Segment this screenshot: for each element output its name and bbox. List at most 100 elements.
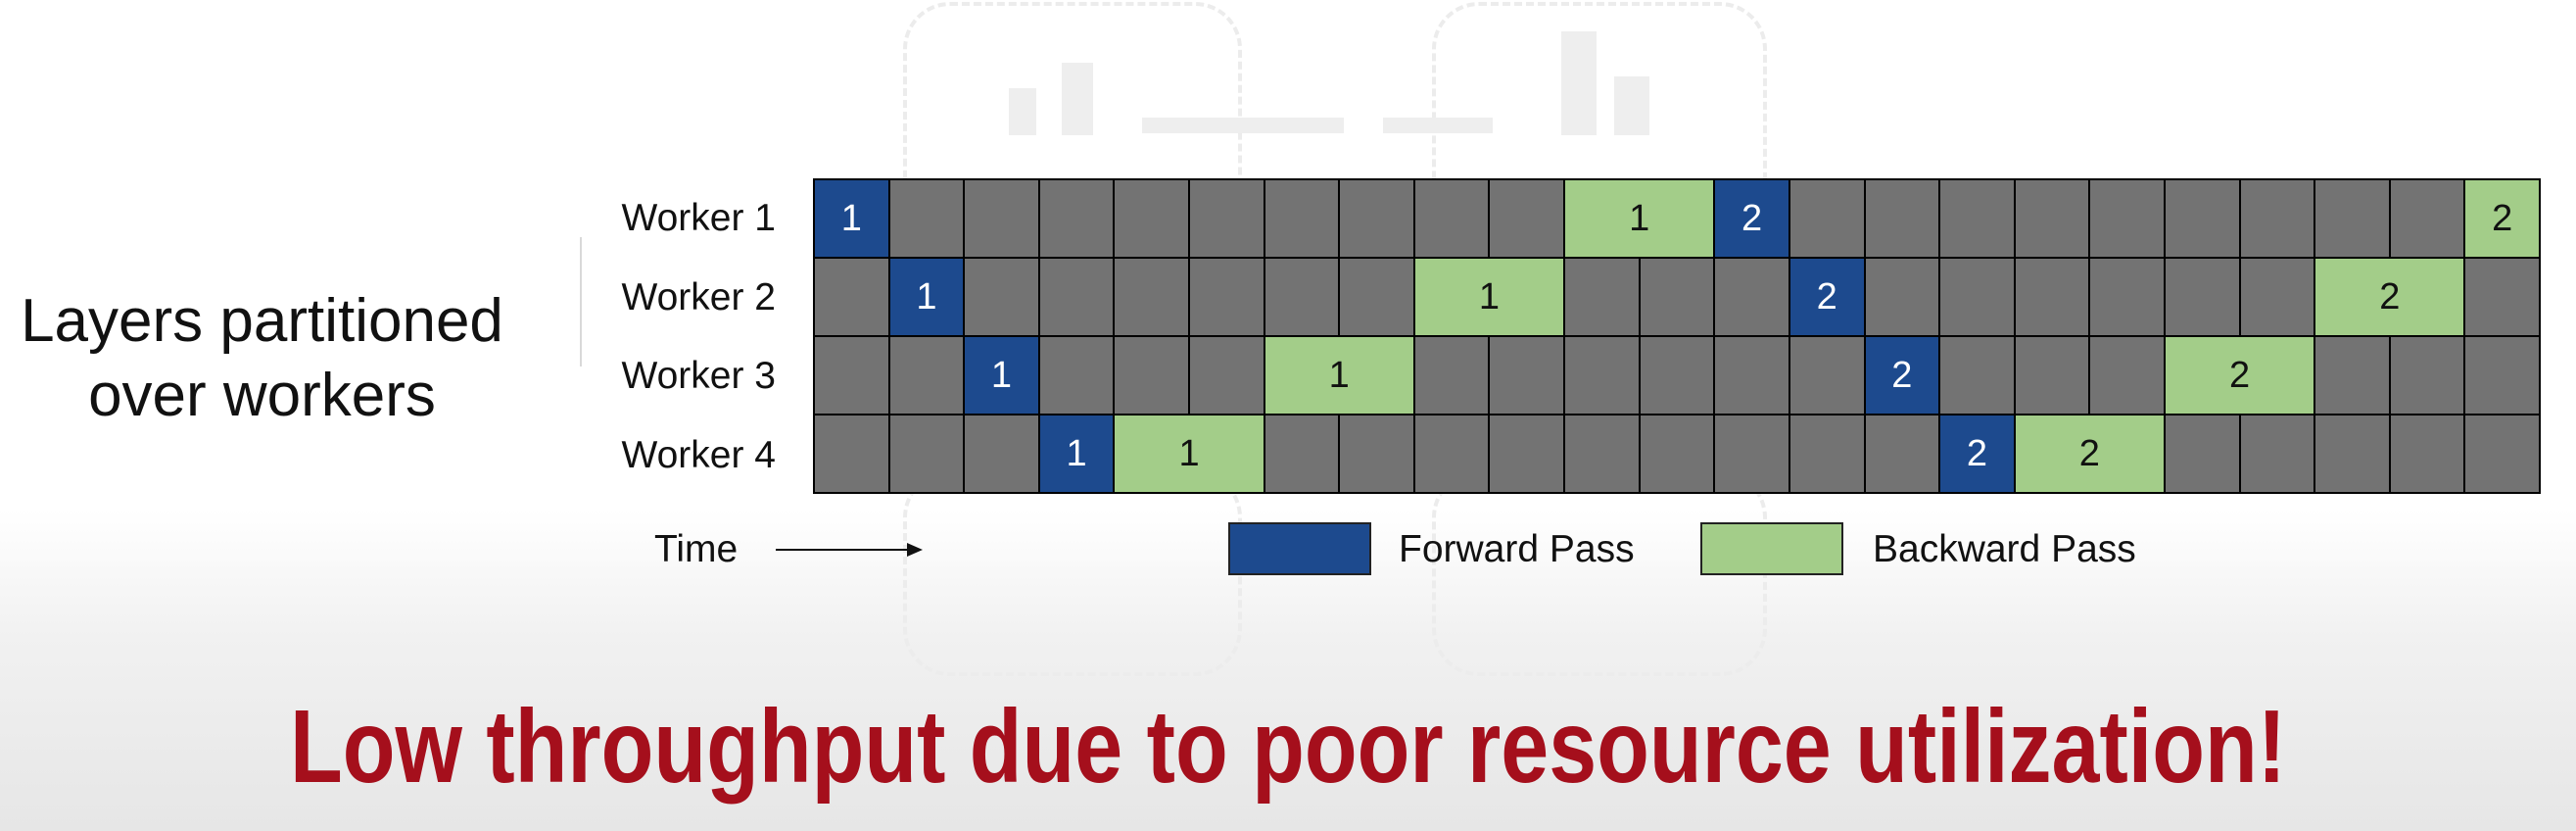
ghost-bar-icon	[1009, 88, 1036, 135]
idle-cell	[2390, 337, 2464, 414]
idle-cell	[2315, 416, 2389, 492]
idle-cell	[2240, 180, 2314, 257]
backward-pass-cell: 1	[1115, 416, 1264, 492]
idle-cell	[1190, 180, 1264, 257]
forward-pass-cell: 2	[1715, 180, 1789, 257]
idle-cell	[1565, 259, 1639, 335]
left-caption-line-1: Layers partitioned	[21, 287, 503, 355]
idle-cell	[889, 180, 964, 257]
idle-cell	[1565, 337, 1639, 414]
idle-cell	[1865, 259, 1939, 335]
idle-cell	[1490, 180, 1564, 257]
idle-cell	[1490, 337, 1564, 414]
idle-cell	[1264, 259, 1339, 335]
forward-pass-cell: 2	[1789, 259, 1864, 335]
legend-label-forward: Forward Pass	[1399, 528, 1635, 570]
backward-pass-cell: 1	[1565, 180, 1714, 257]
idle-cell	[2315, 337, 2389, 414]
worker-label-4: Worker 4	[621, 434, 777, 476]
left-caption: Layers partitioned over workers	[0, 284, 524, 433]
idle-cell	[1715, 259, 1789, 335]
idle-cell	[1190, 337, 1264, 414]
idle-cell	[2465, 259, 2539, 335]
idle-cell	[1115, 337, 1189, 414]
idle-cell	[2090, 259, 2164, 335]
idle-cell	[1640, 337, 1714, 414]
idle-cell	[1565, 416, 1639, 492]
idle-cell	[965, 180, 1038, 257]
idle-cell	[2465, 337, 2539, 414]
idle-cell	[1340, 180, 1413, 257]
idle-cell	[2240, 416, 2314, 492]
legend-label-backward: Backward Pass	[1873, 528, 2136, 570]
idle-cell	[1640, 416, 1714, 492]
ghost-bar-icon	[1062, 63, 1093, 135]
idle-cell	[1865, 416, 1939, 492]
forward-pass-cell: 1	[815, 180, 888, 257]
idle-cell	[815, 259, 888, 335]
idle-cell	[1789, 180, 1864, 257]
idle-cell	[2090, 180, 2164, 257]
idle-cell	[2165, 259, 2239, 335]
forward-pass-cell: 2	[1865, 337, 1939, 414]
idle-cell	[1940, 180, 2014, 257]
idle-cell	[2240, 259, 2314, 335]
idle-cell	[2390, 416, 2464, 492]
legend-swatch-backward	[1700, 522, 1843, 575]
idle-cell	[1115, 180, 1189, 257]
forward-pass-cell: 1	[1039, 416, 1114, 492]
idle-cell	[2015, 259, 2089, 335]
idle-cell	[1190, 259, 1264, 335]
idle-cell	[965, 416, 1038, 492]
backward-pass-cell: 2	[2015, 416, 2164, 492]
idle-cell	[1264, 180, 1339, 257]
worker-label-1: Worker 1	[621, 197, 777, 239]
idle-cell	[1115, 259, 1189, 335]
idle-cell	[2390, 180, 2464, 257]
idle-cell	[1414, 337, 1489, 414]
idle-cell	[2165, 180, 2239, 257]
forward-pass-cell: 1	[889, 259, 964, 335]
idle-cell	[1640, 259, 1714, 335]
idle-cell	[2015, 180, 2089, 257]
idle-cell	[1715, 337, 1789, 414]
idle-cell	[1940, 259, 2014, 335]
idle-cell	[1039, 180, 1114, 257]
ghost-arrow-icon	[1142, 118, 1344, 133]
idle-cell	[815, 416, 888, 492]
idle-cell	[2090, 337, 2164, 414]
time-arrow-head-icon	[907, 543, 923, 557]
divider	[580, 237, 582, 367]
idle-cell	[2315, 180, 2389, 257]
idle-cell	[1039, 337, 1114, 414]
idle-cell	[889, 337, 964, 414]
idle-cell	[1039, 259, 1114, 335]
ghost-box-left-lower	[903, 470, 1242, 676]
ghost-bar-icon	[1614, 76, 1649, 135]
backward-pass-cell: 2	[2315, 259, 2464, 335]
legend-swatch-forward	[1228, 522, 1371, 575]
worker-label-3: Worker 3	[621, 355, 777, 397]
idle-cell	[1715, 416, 1789, 492]
idle-cell	[1340, 416, 1413, 492]
idle-cell	[1789, 337, 1864, 414]
idle-cell	[1414, 416, 1489, 492]
idle-cell	[2465, 416, 2539, 492]
backward-pass-cell: 2	[2165, 337, 2314, 414]
time-arrow-icon	[776, 549, 919, 551]
idle-cell	[965, 259, 1038, 335]
headline: Low throughput due to poor resource util…	[289, 689, 2287, 805]
idle-cell	[1414, 180, 1489, 257]
idle-cell	[1940, 337, 2014, 414]
idle-cell	[1340, 259, 1413, 335]
ghost-bar-icon	[1561, 31, 1597, 135]
left-caption-line-2: over workers	[88, 362, 436, 429]
idle-cell	[1490, 416, 1564, 492]
forward-pass-cell: 2	[1940, 416, 2014, 492]
idle-cell	[2165, 416, 2239, 492]
idle-cell	[889, 416, 964, 492]
backward-pass-cell: 1	[1414, 259, 1564, 335]
idle-cell	[1789, 416, 1864, 492]
idle-cell	[1865, 180, 1939, 257]
time-axis-label: Time	[654, 528, 739, 570]
